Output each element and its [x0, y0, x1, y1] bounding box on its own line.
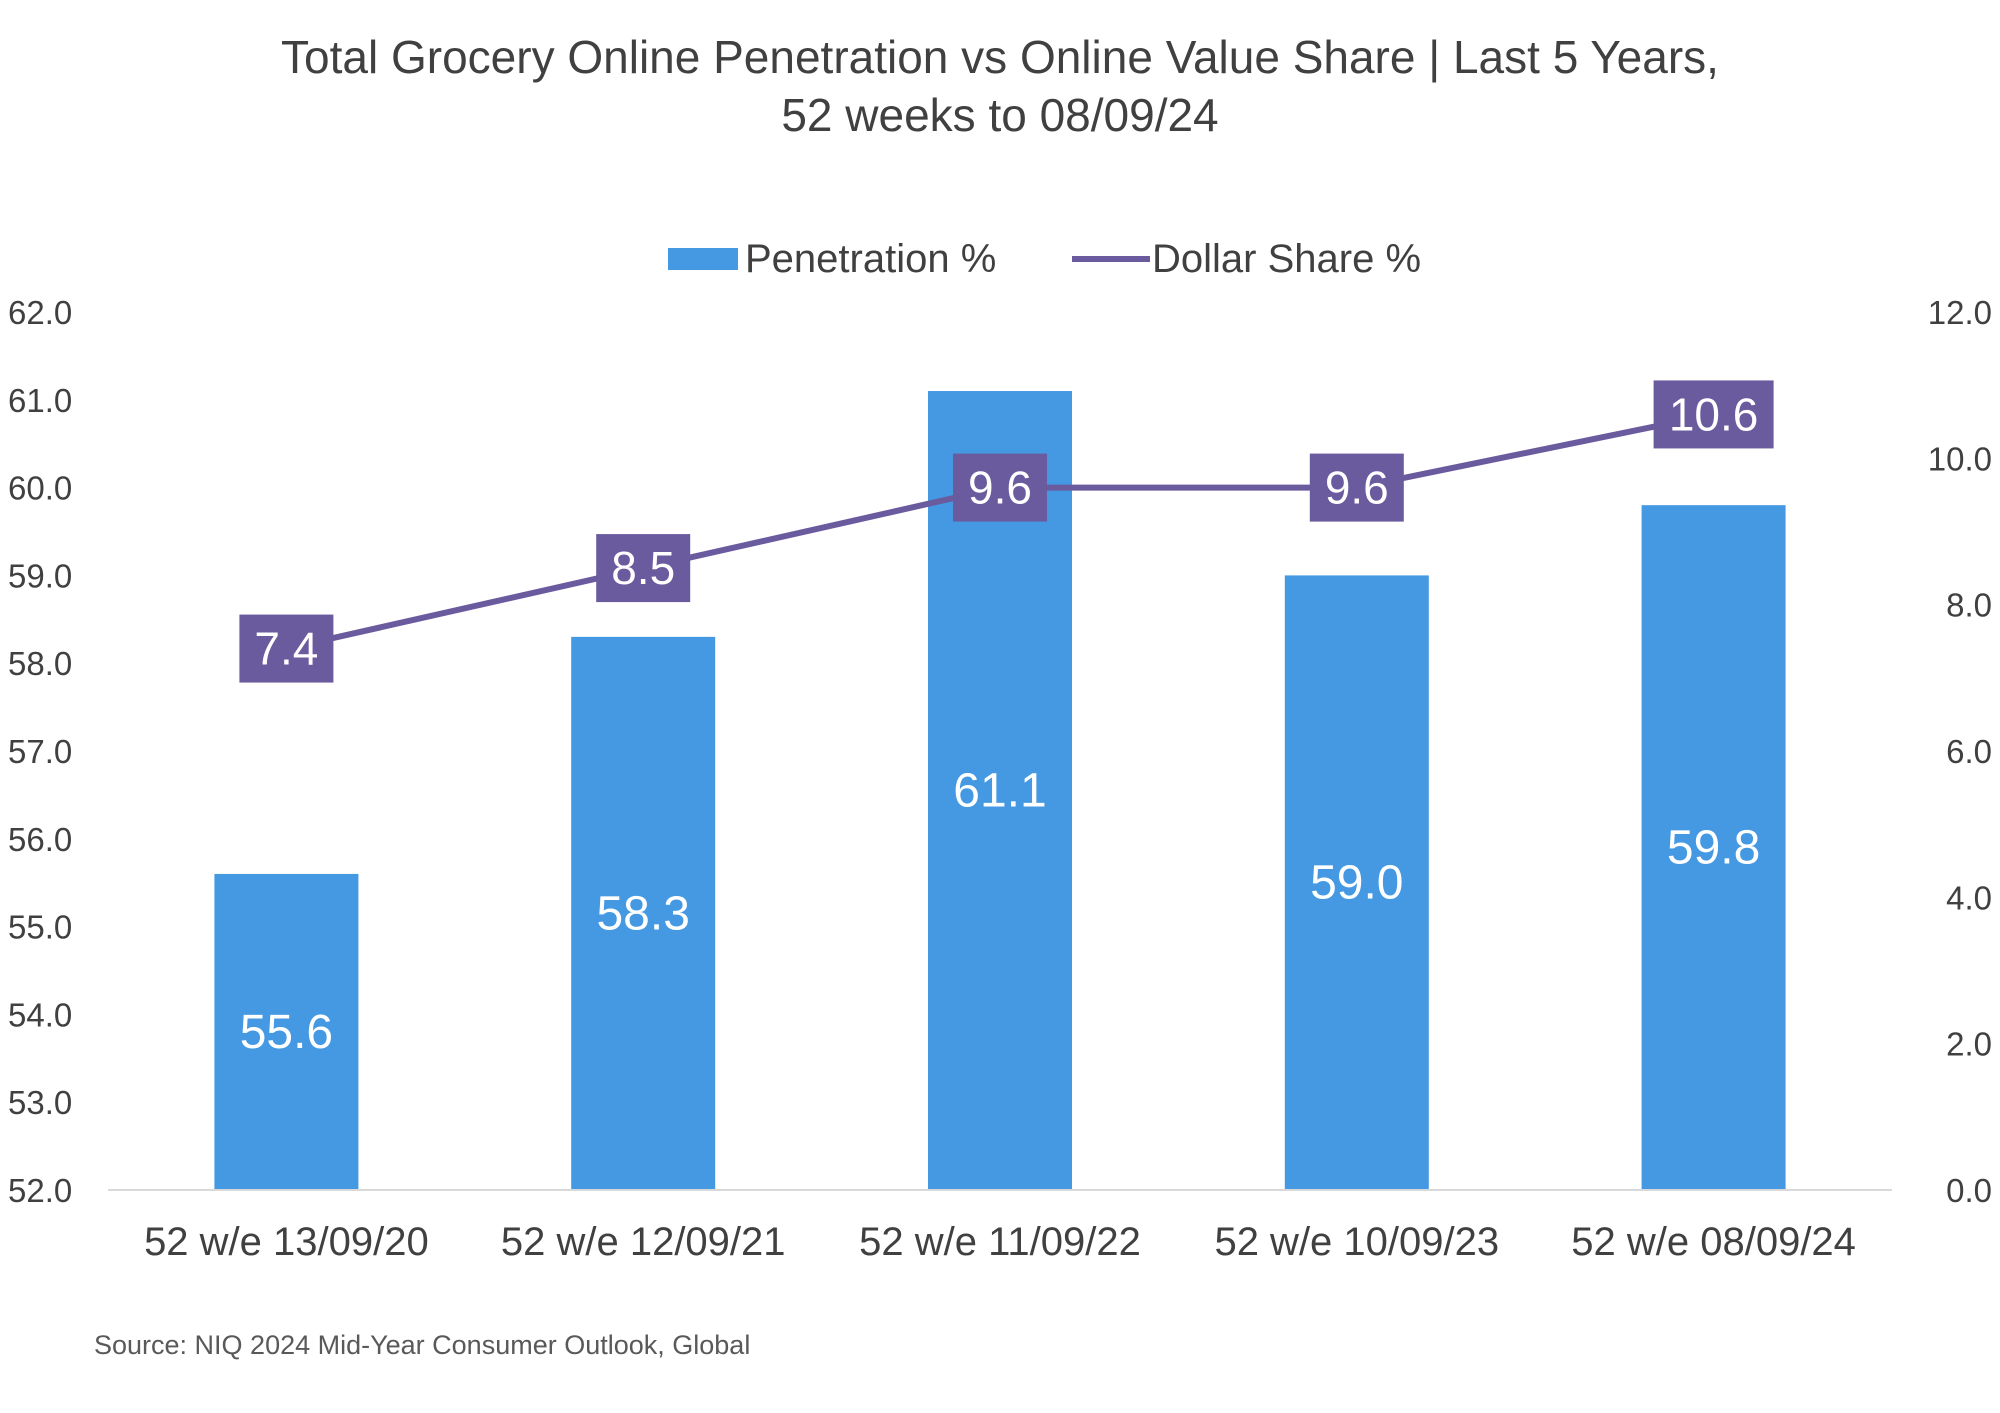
line-data-label: 10.6 [1669, 388, 1759, 440]
x-axis-category-label: 52 w/e 11/09/22 [859, 1220, 1141, 1264]
line-data-label: 9.6 [1325, 462, 1389, 514]
x-axis: 52 w/e 13/09/20 52 w/e 12/09/21 52 w/e 11/… [144, 1220, 1856, 1264]
left-axis-tick-label: 56.0 [8, 821, 72, 858]
source-note: Source: NIQ 2024 Mid-Year Consumer Outlo… [94, 1330, 751, 1360]
left-axis-tick-label: 55.0 [8, 909, 72, 946]
bar-data-label: 59.0 [1310, 857, 1403, 910]
left-axis-tick-label: 58.0 [8, 645, 72, 682]
line-data-label: 7.4 [254, 623, 318, 675]
line-data-label: 9.6 [968, 462, 1032, 514]
legend-label-penetration: Penetration % [745, 237, 996, 281]
left-axis-tick-label: 60.0 [8, 470, 72, 507]
line-data-label-box [239, 614, 334, 683]
line-data-label: 8.5 [611, 542, 675, 594]
legend-label-dollar-share: Dollar Share % [1152, 237, 1421, 281]
bar-data-label: 59.8 [1667, 822, 1760, 875]
x-axis-category-label: 52 w/e 10/09/23 [1214, 1220, 1499, 1264]
x-axis-category-label: 52 w/e 08/09/24 [1571, 1220, 1856, 1264]
left-y-axis: 52.0 53.0 54.0 55.0 56.0 57.0 58.0 59.0 60.0 61.0… [8, 294, 72, 1209]
chart-title-line-1: Total Grocery Online Penetration vs Onli… [281, 31, 1719, 83]
chart-title: Total Grocery Online Penetration vs Onli… [0, 28, 2000, 144]
left-axis-tick-label: 54.0 [8, 996, 72, 1033]
left-axis-tick-label: 61.0 [8, 382, 72, 419]
bar-data-label: 58.3 [596, 887, 689, 940]
right-axis-tick-label: 10.0 [1928, 440, 1992, 477]
right-axis-tick-label: 12.0 [1928, 294, 1992, 331]
line-data-label-box [953, 453, 1047, 522]
bar-data-label: 61.1 [953, 765, 1046, 818]
right-axis-tick-label: 4.0 [1946, 879, 1992, 916]
line-data-label-box [596, 534, 691, 603]
line-data-label-box [1309, 453, 1404, 522]
x-axis-category-label: 52 w/e 13/09/20 [144, 1220, 429, 1264]
bar-penetration [571, 636, 716, 1190]
bar-penetration [1284, 575, 1429, 1190]
left-axis-tick-label: 62.0 [8, 294, 72, 331]
bar-penetration [928, 391, 1072, 1190]
right-axis-tick-label: 8.0 [1946, 587, 1992, 624]
left-axis-tick-label: 57.0 [8, 733, 72, 770]
legend-swatch-penetration [668, 248, 738, 270]
bar-penetration [214, 873, 359, 1190]
right-axis-tick-label: 6.0 [1946, 733, 1992, 770]
bar-penetration [1641, 505, 1786, 1190]
chart-legend: Penetration % Dollar Share % [668, 237, 1421, 281]
left-axis-tick-label: 52.0 [8, 1172, 72, 1209]
line-data-label-box [1653, 380, 1774, 449]
right-axis-tick-label: 2.0 [1946, 1026, 1992, 1063]
right-y-axis: 0.0 2.0 4.0 6.0 8.0 10.0 12.0 [1928, 294, 1992, 1209]
bar-series-penetration [214, 391, 1786, 1190]
line-data-labels: 7.4 8.5 9.6 9.6 10.6 [239, 380, 1774, 683]
chart-subtitle: 52 weeks to 08/09/24 [781, 89, 1219, 141]
x-axis-category-label: 52 w/e 12/09/21 [501, 1220, 786, 1264]
bar-data-labels: 55.6 58.3 61.1 59.0 59.8 [240, 765, 1761, 1059]
right-axis-tick-label: 0.0 [1946, 1172, 1992, 1209]
left-axis-tick-label: 59.0 [8, 557, 72, 594]
bar-data-label: 55.6 [240, 1006, 333, 1059]
left-axis-tick-label: 53.0 [8, 1084, 72, 1121]
